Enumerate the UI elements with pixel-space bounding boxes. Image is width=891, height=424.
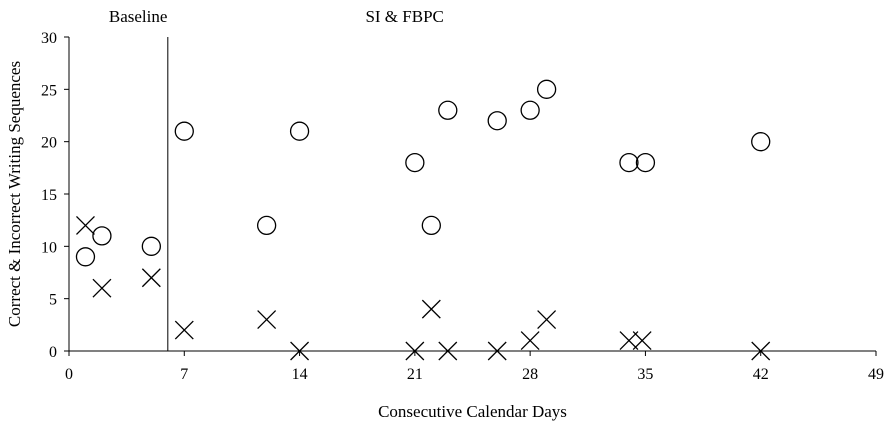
y-tick-label: 5 [49,292,57,309]
circle-point [487,111,507,131]
x-point [174,320,194,340]
circle-point [520,100,540,120]
circle-point [635,152,656,173]
x-point [141,268,161,288]
x-axis-title: Consecutive Calendar Days [378,402,567,421]
y-ticks: 0 5 10 15 20 25 30 [41,30,69,361]
data-marks [75,79,771,361]
x-tick-label: 49 [868,366,884,383]
y-tick-label: 15 [41,187,57,204]
x-point [421,299,441,319]
x-point [619,331,639,350]
x-point [290,341,310,361]
x-tick-label: 14 [292,366,308,383]
x-tick-label: 35 [637,366,653,383]
y-tick-label: 20 [41,135,57,152]
circle-point [141,236,161,256]
x-point [537,310,557,330]
x-ticks: 0 7 14 21 28 35 42 49 [65,351,884,383]
x-tick-label: 42 [753,366,769,383]
phase-label-treatment: SI & FBPC [365,7,443,26]
x-point [632,331,652,350]
phase-label-baseline: Baseline [109,7,168,26]
circle-point [619,152,639,173]
circle-point [92,226,112,246]
axes [68,37,876,352]
x-tick-label: 0 [65,366,73,383]
circle-point [421,215,441,236]
y-axis-title: Correct & Incorrect Writing Sequences [5,61,24,327]
circle-point [751,132,771,152]
y-tick-label: 30 [41,30,57,47]
y-tick-label: 0 [49,344,57,361]
x-point [487,341,507,361]
x-point [405,341,425,361]
circle-point [75,247,96,267]
x-point [438,341,458,361]
x-point [751,341,771,361]
circle-point [438,100,458,120]
x-point [257,310,277,330]
circle-point [174,121,194,141]
x-point [520,331,540,350]
circle-point [536,79,557,99]
circle-point [405,152,425,173]
x-tick-label: 7 [180,366,188,383]
x-tick-label: 28 [522,366,538,383]
x-tick-label: 21 [407,366,423,383]
y-tick-label: 10 [41,239,57,256]
x-point [92,278,112,298]
circle-point [289,121,310,141]
circle-point [256,215,277,236]
y-tick-label: 25 [41,82,57,99]
x-point [76,215,95,235]
